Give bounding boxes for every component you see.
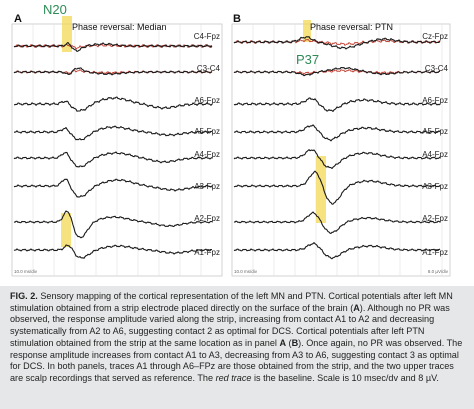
panel-b-label-cz-fpz: Cz-Fpz bbox=[422, 32, 448, 41]
panel-b-title: Phase reversal: PTN bbox=[310, 22, 393, 32]
caption-panel-ref-a: A bbox=[353, 302, 360, 313]
waveform-trace bbox=[13, 210, 213, 239]
n20-annotation: N20 bbox=[43, 2, 67, 17]
panel-b-traces bbox=[233, 36, 441, 260]
panel-a-label-c4-fpz: C4-Fpz bbox=[194, 32, 220, 41]
waveform-trace bbox=[233, 211, 441, 234]
panel-b-label-c3-c4: C3-C4 bbox=[425, 64, 449, 73]
caption-figure-number: FIG. 2. bbox=[10, 291, 38, 301]
caption-text-4: ). Once again, no PR was observed. The r… bbox=[10, 337, 463, 383]
caption-text-1: Sensory mapping of the cortical represen… bbox=[10, 291, 453, 313]
waveform-trace bbox=[13, 244, 213, 259]
waveform-trace bbox=[233, 97, 441, 112]
panel-b-letter: B bbox=[233, 13, 241, 25]
figure-plot: A Phase reversal: Median B Phase reversa… bbox=[11, 2, 451, 277]
waveform-trace bbox=[14, 125, 213, 141]
panel-a-letter: A bbox=[14, 13, 22, 25]
panel-a-label-a2-fpz: A2-Fpz bbox=[194, 214, 220, 223]
panel-b-label-a3-fpz: A3-Fpz bbox=[422, 182, 448, 191]
panel-a-label-a6-fpz: A6-Fpz bbox=[194, 96, 220, 105]
caption-text-2: ). Although no PR was observed, the resp… bbox=[10, 302, 450, 348]
caption-text-3: ( bbox=[286, 337, 292, 348]
panel-a-label-a3-fpz: A3-Fpz bbox=[194, 182, 220, 191]
waveform-trace bbox=[13, 178, 213, 198]
caption-red-trace: red trace bbox=[215, 372, 252, 383]
waveform-trace bbox=[233, 124, 441, 142]
waveform-trace bbox=[13, 67, 213, 76]
panel-b-scale-label: 10.0 ms/div bbox=[234, 269, 258, 274]
panel-a-title: Phase reversal: Median bbox=[72, 22, 167, 32]
waveform-trace bbox=[233, 149, 441, 170]
panel-b-sensitivity-label: 8.0 µV/div bbox=[428, 269, 449, 274]
waveform-trace bbox=[13, 151, 213, 168]
grid-lines bbox=[32, 24, 443, 276]
caption-text-5: is the baseline. Scale is 10 msec/dv and… bbox=[251, 372, 439, 383]
a2-highlight-a bbox=[61, 213, 71, 247]
waveform-trace bbox=[233, 242, 441, 260]
panel-a-label-a5-fpz: A5-Fpz bbox=[194, 127, 220, 136]
waveform-trace bbox=[13, 41, 213, 52]
panel-b-channel-labels: Cz-Fpz C3-C4 A6-Fpz A5-Fpz A4-Fpz A3-Fpz… bbox=[422, 32, 448, 257]
panel-a-channel-labels: C4-Fpz C3-C4 A6-Fpz A5-Fpz A4-Fpz A3-Fpz… bbox=[194, 32, 221, 257]
panel-a-scale-label: 10.0 ms/div bbox=[14, 269, 38, 274]
panel-a-label-a1-fpz: A1-Fpz bbox=[194, 248, 220, 257]
p37-highlight-b bbox=[303, 20, 311, 42]
panel-a-label-a4-fpz: A4-Fpz bbox=[194, 150, 220, 159]
figure-caption: FIG. 2. Sensory mapping of the cortical … bbox=[0, 286, 474, 409]
panel-b-label-a2-fpz: A2-Fpz bbox=[422, 214, 448, 223]
panel-b-label-a1-fpz: A1-Fpz bbox=[422, 248, 448, 257]
panel-b-label-a6-fpz: A6-Fpz bbox=[422, 96, 448, 105]
a3-highlight-b bbox=[316, 156, 326, 223]
panel-b-label-a4-fpz: A4-Fpz bbox=[422, 150, 448, 159]
panel-a-label-c3-c4: C3-C4 bbox=[197, 64, 221, 73]
p37-annotation: P37 bbox=[296, 52, 319, 67]
waveform-trace bbox=[233, 66, 441, 77]
panel-b-frame bbox=[231, 23, 451, 277]
waveform-trace bbox=[233, 170, 441, 205]
panel-b-label-a5-fpz: A5-Fpz bbox=[422, 127, 448, 136]
waveform-trace bbox=[233, 36, 441, 50]
waveform-trace bbox=[13, 96, 213, 112]
n20-highlight-a bbox=[62, 16, 72, 52]
panel-a-traces bbox=[13, 41, 213, 259]
caption-panel-ref-b: B bbox=[291, 337, 299, 348]
caption-panel-ref-a-2: A bbox=[279, 337, 287, 348]
